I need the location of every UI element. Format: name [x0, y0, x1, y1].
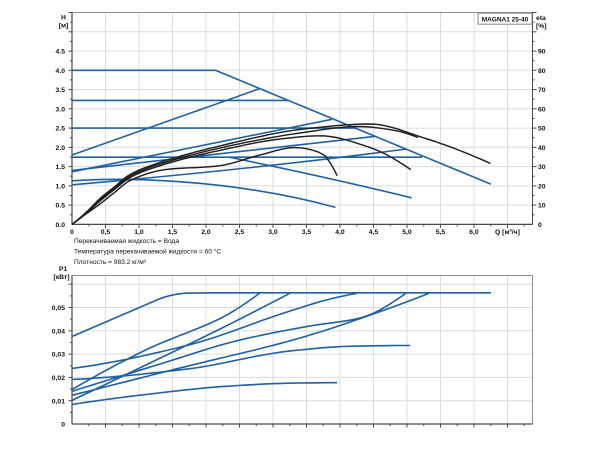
- svg-text:0,5: 0,5: [101, 229, 111, 236]
- svg-text:60: 60: [538, 106, 546, 113]
- svg-text:40: 40: [538, 145, 546, 152]
- svg-text:eta: eta: [536, 15, 546, 22]
- svg-text:90: 90: [538, 49, 546, 56]
- svg-text:6,0: 6,0: [469, 229, 479, 236]
- svg-text:Плотность = 983.2 кг/м³: Плотность = 983.2 кг/м³: [74, 259, 147, 266]
- svg-text:4,0: 4,0: [335, 229, 345, 236]
- svg-text:4.5: 4.5: [56, 49, 66, 56]
- svg-text:0,02: 0,02: [52, 375, 65, 382]
- svg-text:[кВт]: [кВт]: [53, 274, 69, 281]
- svg-text:0: 0: [70, 229, 74, 236]
- svg-text:2,5: 2,5: [235, 229, 245, 236]
- svg-text:[м]: [м]: [59, 23, 69, 30]
- svg-text:3,0: 3,0: [268, 229, 278, 236]
- svg-text:4.0: 4.0: [56, 68, 66, 75]
- svg-text:0,04: 0,04: [52, 328, 65, 335]
- svg-text:70: 70: [538, 87, 546, 94]
- svg-text:0.5: 0.5: [56, 203, 66, 210]
- svg-text:20: 20: [538, 184, 546, 191]
- svg-text:5,5: 5,5: [436, 229, 446, 236]
- svg-text:1,5: 1,5: [168, 229, 178, 236]
- svg-text:1.0: 1.0: [56, 184, 66, 191]
- svg-text:30: 30: [538, 164, 546, 171]
- svg-text:0,05: 0,05: [52, 305, 65, 312]
- svg-text:0,01: 0,01: [52, 398, 65, 405]
- svg-text:P1: P1: [59, 266, 68, 273]
- svg-text:Q [м³/ч]: Q [м³/ч]: [495, 229, 520, 236]
- svg-text:80: 80: [538, 68, 546, 75]
- svg-text:3,5: 3,5: [302, 229, 312, 236]
- svg-text:5,0: 5,0: [402, 229, 412, 236]
- svg-text:4,5: 4,5: [369, 229, 379, 236]
- svg-text:0: 0: [538, 222, 542, 229]
- svg-text:3.0: 3.0: [56, 106, 66, 113]
- svg-text:2.0: 2.0: [56, 145, 66, 152]
- svg-text:2.5: 2.5: [56, 126, 66, 133]
- svg-text:10: 10: [538, 203, 546, 210]
- svg-text:1.5: 1.5: [56, 164, 66, 171]
- svg-text:[%]: [%]: [536, 23, 547, 30]
- svg-text:MAGNA1 25-40: MAGNA1 25-40: [482, 17, 529, 24]
- svg-text:H: H: [61, 15, 66, 22]
- svg-text:0,03: 0,03: [52, 352, 65, 359]
- svg-text:2,0: 2,0: [201, 229, 211, 236]
- svg-text:0.0: 0.0: [56, 222, 66, 229]
- svg-text:Перекачиваемая жидкость = Вода: Перекачиваемая жидкость = Вода: [74, 238, 179, 245]
- svg-text:Температура перекачиваемой жид: Температура перекачиваемой жидкости = 60…: [74, 248, 221, 256]
- svg-text:3.5: 3.5: [56, 87, 66, 94]
- svg-text:0: 0: [61, 422, 65, 429]
- svg-text:1,0: 1,0: [134, 229, 144, 236]
- svg-text:50: 50: [538, 126, 546, 133]
